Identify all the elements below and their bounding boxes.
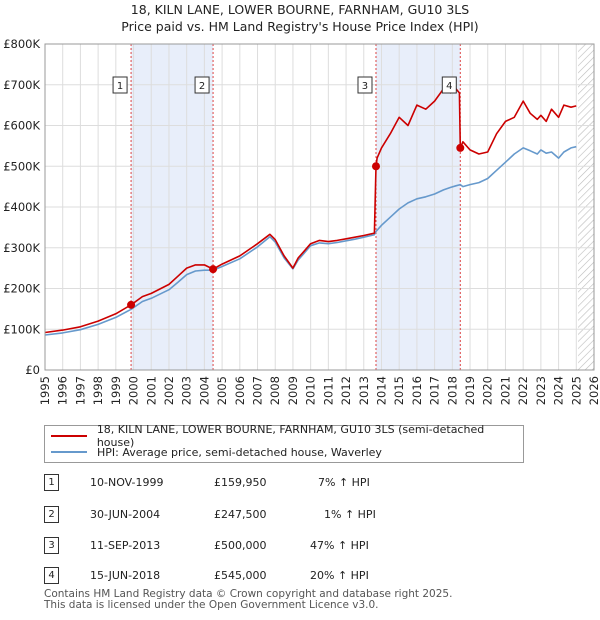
transaction-hpi: 20% ↑ HPI [310,569,369,582]
x-tick-label: 2004 [197,376,211,405]
transaction-hpi: 47% ↑ HPI [310,539,369,552]
x-tick-label: 1995 [38,376,52,405]
x-tick-label: 2013 [357,376,371,405]
legend-item-hpi: HPI: Average price, semi-detached house,… [51,445,382,459]
transaction-number: 2 [44,506,59,523]
x-tick-label: 2001 [144,376,158,405]
transaction-point [209,265,218,274]
transaction-number: 1 [44,474,59,491]
legend-swatch-hpi [51,451,87,453]
x-tick-label: 2011 [321,376,335,405]
transaction-label-box [112,76,128,94]
x-tick-label: 2014 [374,376,388,405]
transaction-label-box [441,76,457,94]
transaction-number: 3 [44,537,59,554]
price-chart: 1 2 3 4 £0 £100K £200K £300K £400K £500K £600K £700… [3,37,600,405]
price-series-line [44,88,577,334]
transaction-point [456,143,465,152]
x-tick-label: 1996 [56,376,70,405]
x-tick-label: 2002 [162,376,176,405]
legend-label-price: 18, KILN LANE, LOWER BOURNE, FARNHAM, GU… [96,423,485,449]
x-tick-label: 2019 [463,376,477,405]
transaction-date: 30-JUN-2004 [90,508,161,521]
legend-label-hpi: HPI: Average price, semi-detached house,… [97,445,382,459]
transaction-price: £545,000 [214,569,267,582]
transaction-price: £500,000 [214,539,267,552]
x-tick-label: 2018 [445,376,459,405]
x-tick-label: 2017 [428,376,442,405]
x-tick-label: 2016 [410,376,424,405]
x-tick-label: 2006 [233,376,247,405]
transaction-label: 4 [446,81,452,92]
transaction-hpi: 1% ↑ HPI [324,508,376,521]
transaction-number: 4 [44,567,59,584]
transaction-price: £247,500 [214,508,267,521]
x-tick-label: 2009 [286,376,300,405]
transaction-point [127,300,136,309]
transaction-date: 10-NOV-1999 [90,476,164,489]
legend-item-price: 18, KILN LANE, LOWER BOURNE, FARNHAM, GU… [51,423,523,449]
footer-attribution: Contains HM Land Registry data © Crown c… [44,589,452,611]
x-tick-label: 2010 [304,376,318,405]
x-tick-label: 2005 [215,376,229,405]
x-tick-label: 2012 [339,376,353,405]
transaction-label-box [194,76,210,94]
transaction-label: 3 [362,81,368,92]
x-tick-label: 2008 [268,376,282,405]
transaction-date: 11-SEP-2013 [90,539,161,552]
x-tick-label: 2007 [251,376,265,405]
transaction-label-box [357,76,373,94]
hpi-series-line [44,145,577,336]
legend: 18, KILN LANE, LOWER BOURNE, FARNHAM, GU… [44,423,524,463]
transaction-date: 15-JUN-2018 [90,569,161,582]
y-tick-label: £0 [25,363,40,377]
x-tick-label: 2026 [587,376,600,405]
transaction-label: 2 [199,81,205,92]
transaction-price: £159,950 [214,476,267,489]
y-tick-label: £500K [3,159,40,173]
x-tick-label: 2003 [180,376,194,405]
y-tick-label: £600K [3,119,40,133]
y-tick-label: £700K [3,78,40,92]
footer-line-2: This data is licensed under the Open Gov… [44,599,379,611]
y-tick-label: £100K [3,322,40,336]
transaction-point [371,162,380,171]
x-tick-label: 2015 [392,376,406,405]
footer-line-1: Contains HM Land Registry data © Crown c… [44,588,453,600]
y-tick-label: £200K [3,282,40,296]
y-tick-label: £800K [3,37,40,51]
x-tick-label: 2024 [552,376,566,405]
chart-title-line2: Price paid vs. HM Land Registry's House … [121,19,479,34]
x-tick-label: 2023 [534,376,548,405]
x-tick-label: 1998 [91,376,105,405]
y-tick-label: £300K [3,241,40,255]
x-tick-label: 1999 [109,376,123,405]
x-tick-label: 2021 [498,376,512,405]
plot-frame [44,43,595,371]
x-tick-label: 2022 [516,376,530,405]
x-tick-label: 2025 [569,376,583,405]
transaction-label: 1 [117,81,123,92]
y-tick-label: £400K [3,200,40,214]
x-tick-label: 2000 [127,376,141,405]
transaction-hpi: 7% ↑ HPI [318,476,370,489]
x-tick-label: 2020 [481,376,495,405]
chart-title-line1: 18, KILN LANE, LOWER BOURNE, FARNHAM, GU… [130,2,470,17]
legend-swatch-price [51,435,87,437]
x-tick-label: 1997 [73,376,87,405]
